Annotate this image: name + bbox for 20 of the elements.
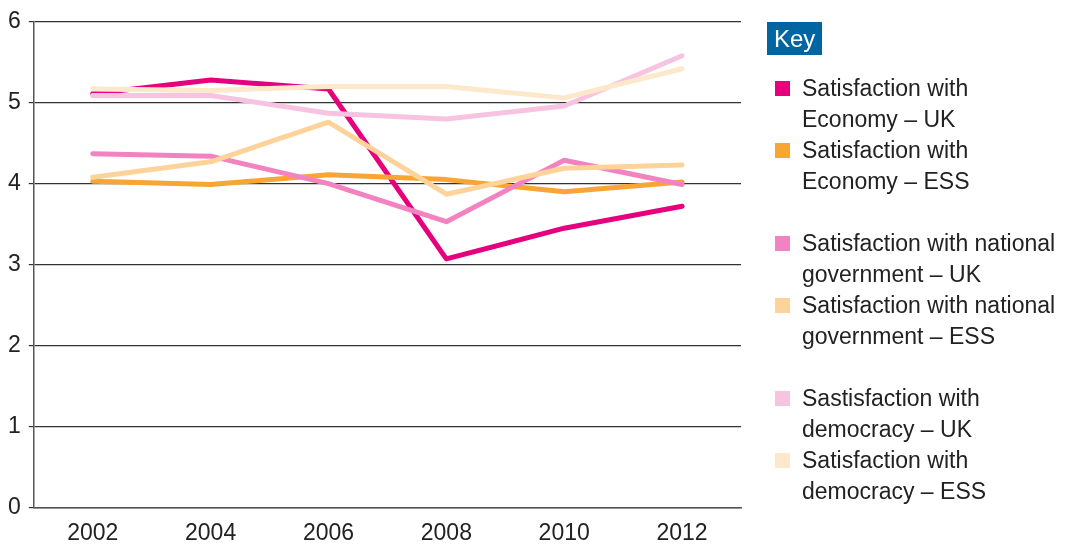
legend-title: Key [767,22,823,55]
x-tick-label: 2004 [185,518,237,545]
y-tick-label: 2 [7,330,21,357]
y-tick-label: 3 [7,249,21,276]
x-tick-label: 2010 [538,518,590,545]
x-tick-label: 2012 [656,518,708,545]
legend-label: Satisfaction with national government – UK [801,229,1057,289]
x-tick-label: 2006 [302,518,355,545]
legend-label: Satisfaction with Economy – UK [801,74,970,134]
y-tick-label: 1 [7,411,21,438]
legend-label: Satisfaction with Economy – ESS [801,136,971,196]
y-tick-label: 6 [7,7,21,34]
legend-label: Satisfaction with national government – ESS [801,291,1057,351]
y-tick-label: 0 [7,492,21,519]
legend-label: Sastisfaction with democracy – UK [801,384,981,444]
y-tick-label: 4 [7,169,21,196]
legend-label: Satisfaction with democracy – ESS [801,446,988,506]
x-tick-label: 2002 [67,518,119,545]
x-tick-label: 2008 [420,518,472,545]
y-tick-label: 5 [7,88,21,115]
